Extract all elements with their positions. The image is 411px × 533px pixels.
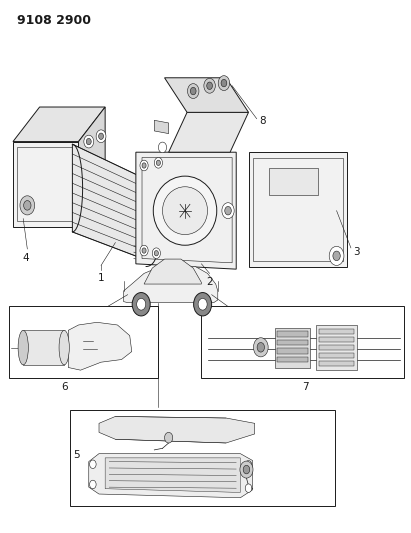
Polygon shape	[68, 322, 132, 370]
Bar	[319, 353, 354, 358]
Circle shape	[90, 480, 96, 489]
Text: 9108 2900: 9108 2900	[17, 14, 91, 27]
Circle shape	[243, 465, 250, 474]
Polygon shape	[136, 152, 236, 269]
Text: 7: 7	[302, 382, 309, 392]
Circle shape	[142, 163, 146, 168]
Bar	[319, 337, 354, 342]
Circle shape	[190, 87, 196, 95]
Circle shape	[90, 460, 96, 469]
Bar	[269, 168, 318, 195]
Circle shape	[137, 298, 145, 310]
Ellipse shape	[153, 176, 217, 245]
Text: 4: 4	[23, 253, 30, 263]
Polygon shape	[144, 259, 201, 284]
Bar	[201, 306, 404, 378]
Circle shape	[140, 245, 148, 256]
Circle shape	[218, 76, 230, 91]
Bar	[72, 165, 83, 176]
Circle shape	[86, 139, 91, 145]
Bar	[72, 181, 83, 192]
Circle shape	[154, 158, 162, 168]
Bar	[277, 340, 308, 345]
Circle shape	[154, 251, 158, 256]
Circle shape	[24, 200, 31, 210]
Text: 1: 1	[98, 273, 104, 284]
Polygon shape	[164, 78, 249, 112]
Circle shape	[152, 248, 160, 259]
Circle shape	[333, 251, 340, 261]
Circle shape	[194, 293, 212, 316]
Circle shape	[254, 338, 268, 357]
Polygon shape	[124, 265, 218, 303]
Polygon shape	[23, 330, 64, 365]
Circle shape	[156, 160, 160, 165]
Circle shape	[198, 298, 207, 310]
Ellipse shape	[18, 330, 28, 365]
Circle shape	[329, 246, 344, 265]
Text: 2: 2	[206, 277, 213, 287]
Bar	[319, 345, 354, 350]
Bar	[277, 357, 308, 362]
Polygon shape	[72, 144, 156, 264]
Bar	[319, 361, 354, 366]
Polygon shape	[89, 454, 253, 498]
Circle shape	[158, 142, 166, 153]
Circle shape	[84, 135, 94, 148]
Text: 8: 8	[260, 116, 266, 126]
Bar	[9, 306, 158, 378]
Circle shape	[132, 293, 150, 316]
Bar	[275, 328, 310, 368]
Circle shape	[164, 432, 173, 443]
Circle shape	[20, 196, 35, 215]
Circle shape	[187, 84, 199, 99]
Polygon shape	[105, 458, 240, 492]
Circle shape	[222, 203, 234, 219]
Polygon shape	[154, 120, 169, 134]
Circle shape	[240, 461, 253, 478]
Bar	[277, 332, 308, 337]
Text: 6: 6	[61, 382, 67, 392]
Bar	[70, 410, 335, 506]
Polygon shape	[169, 112, 249, 152]
Bar	[319, 329, 354, 334]
Circle shape	[225, 206, 231, 215]
Circle shape	[140, 160, 148, 171]
Text: 5: 5	[73, 450, 80, 460]
Polygon shape	[99, 416, 255, 443]
Polygon shape	[13, 142, 79, 227]
Circle shape	[245, 461, 252, 469]
Circle shape	[245, 484, 252, 492]
Bar	[316, 325, 357, 370]
Bar	[277, 349, 308, 354]
Ellipse shape	[162, 187, 208, 235]
Ellipse shape	[59, 330, 69, 365]
Circle shape	[207, 82, 212, 90]
Polygon shape	[249, 152, 347, 266]
Circle shape	[96, 130, 106, 143]
Circle shape	[204, 78, 215, 93]
Circle shape	[257, 343, 265, 352]
Polygon shape	[13, 107, 105, 142]
Text: 3: 3	[353, 247, 360, 256]
Circle shape	[142, 248, 146, 253]
Circle shape	[99, 133, 104, 140]
Polygon shape	[79, 107, 105, 227]
Circle shape	[221, 79, 227, 87]
